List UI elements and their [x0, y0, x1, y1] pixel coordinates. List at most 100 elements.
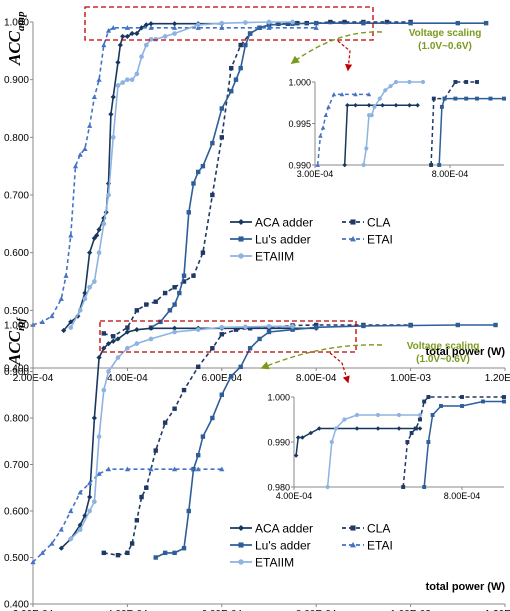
data-point [172, 25, 178, 30]
data-point [219, 20, 225, 26]
data-point [148, 21, 154, 27]
y-tick-label: 0.900 [4, 75, 29, 86]
data-point [96, 471, 102, 476]
data-point [195, 452, 201, 458]
inset-y-tick-label: 1.000 [267, 393, 290, 403]
inset-chart: 0.990 0.995 1.000 3.00E-04 8.00E-04 [288, 78, 506, 179]
inset-data-point [401, 485, 406, 489]
data-point [200, 250, 206, 255]
data-point [148, 466, 154, 472]
data-point [172, 550, 177, 556]
data-point [139, 494, 144, 500]
data-point [68, 508, 74, 514]
inset-data-point [345, 102, 350, 108]
data-point [110, 25, 116, 30]
inset-data-point [415, 102, 420, 108]
data-point [181, 545, 187, 551]
legend-label: Lu's adder [255, 539, 311, 553]
data-point [172, 325, 178, 331]
inset-data-point [475, 80, 479, 84]
data-point [117, 42, 123, 48]
inset-data-point [502, 96, 506, 101]
data-point [101, 42, 107, 48]
data-point [233, 77, 239, 82]
inset-data-point [460, 395, 464, 399]
legend-marker [238, 525, 244, 531]
x-tick-label: 1.00E-03 [390, 373, 431, 384]
inset-data-point [361, 162, 366, 168]
inset-data-point [339, 92, 345, 97]
series-line [32, 26, 317, 326]
data-point [77, 489, 83, 495]
data-point [186, 210, 191, 215]
data-point [110, 134, 116, 140]
data-point [91, 235, 97, 241]
data-point [77, 307, 83, 313]
data-point [238, 42, 243, 48]
y-tick-label: 0.600 [4, 507, 29, 518]
inset-data-point [407, 79, 412, 85]
data-point [290, 327, 295, 332]
data-point [172, 31, 177, 36]
data-point [210, 346, 215, 351]
data-point [134, 30, 140, 37]
data-point [162, 34, 168, 39]
inset-data-point [342, 162, 347, 168]
data-point [96, 434, 102, 439]
data-point [106, 192, 111, 198]
data-point [68, 536, 74, 542]
legend-label: ACA adder [255, 216, 313, 230]
data-point [243, 324, 248, 330]
y-axis-title-main: ACC [5, 30, 24, 66]
inset-data-point [417, 426, 423, 431]
data-point [493, 322, 498, 328]
data-point [87, 494, 93, 500]
inset-data-point [354, 426, 360, 431]
inset-series-lu-s-adder [437, 96, 506, 167]
data-point [342, 19, 347, 25]
inset-data-point [407, 102, 412, 108]
inset-data-point [383, 88, 388, 93]
data-point [361, 20, 366, 26]
data-point [110, 94, 116, 100]
inset-data-point [377, 96, 382, 101]
data-point [139, 54, 144, 59]
data-point [219, 466, 225, 472]
data-point [257, 336, 262, 342]
data-point [148, 36, 154, 42]
legend-marker [350, 236, 356, 242]
data-point [266, 25, 272, 30]
inset-data-point [409, 431, 414, 435]
inset-data-point [481, 399, 485, 404]
inset-data-point [431, 96, 436, 101]
data-point [172, 406, 177, 411]
data-point [63, 273, 69, 278]
data-point [134, 71, 140, 77]
data-point [101, 387, 107, 393]
data-point [233, 327, 239, 332]
y-tick-label: 1.000 [4, 18, 29, 29]
legend-label: ETAIIM [255, 556, 294, 570]
data-point [101, 331, 107, 336]
data-point [134, 518, 140, 523]
legend-marker [238, 219, 244, 225]
series-line [70, 325, 293, 540]
data-point [181, 273, 187, 278]
data-point [266, 324, 272, 329]
y-tick-label: 0.800 [4, 133, 29, 144]
x-axis-title: total power (W) [426, 581, 506, 593]
inset-data-point [364, 146, 369, 151]
y-tick-label: 0.500 [4, 553, 29, 564]
inset-data-point [426, 395, 431, 399]
data-point [77, 527, 83, 532]
data-point [162, 550, 168, 556]
data-point [87, 508, 92, 514]
data-point [124, 466, 130, 472]
data-point [144, 485, 149, 490]
data-point [120, 33, 126, 40]
data-point [195, 169, 201, 175]
data-point [195, 22, 201, 28]
inset-data-point [439, 404, 443, 408]
data-point [138, 25, 145, 31]
y-tick-label: 1.000 [4, 321, 29, 332]
